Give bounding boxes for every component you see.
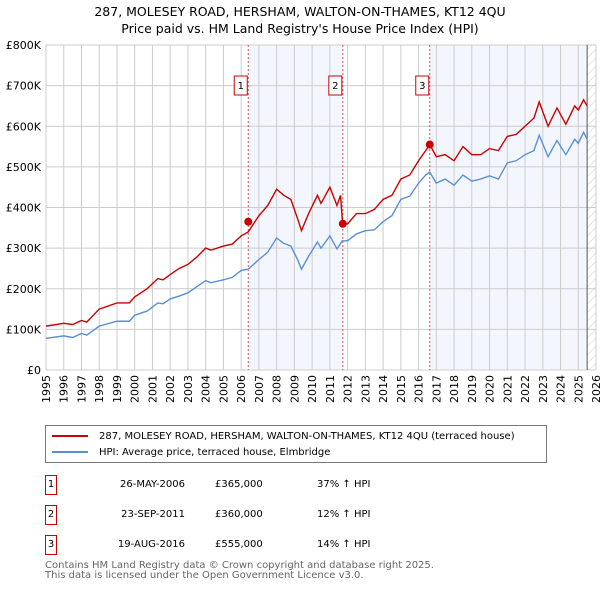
sale-marker-badge: 2	[45, 505, 57, 525]
x-tick-label: 2012	[342, 375, 355, 403]
hpi-diff: 37% ↑ HPI	[317, 479, 371, 490]
hpi-diff: 14% ↑ HPI	[317, 539, 371, 550]
x-tick-label: 2018	[448, 375, 461, 403]
hpi-series-line	[45, 130, 588, 340]
y-tick-label: £0	[27, 364, 41, 377]
chart-title: 287, MOLESEY ROAD, HERSHAM, WALTON-ON-TH…	[0, 3, 600, 37]
x-tick-label: 2022	[519, 375, 532, 403]
price-chart: 1995 1996 1997 1998 1999 2000 2001 2002 2003 2004…	[6, 39, 600, 403]
sale-marker-badge: 1	[45, 475, 57, 495]
legend: 287, MOLESEY ROAD, HERSHAM, WALTON-ON-TH…	[45, 425, 547, 463]
x-tick-label: 2019	[466, 375, 479, 403]
x-tick-label: 2021	[501, 375, 514, 403]
x-tick-label: 2026	[590, 375, 600, 403]
sale-price: £360,000	[215, 509, 263, 520]
y-tick-label: £500K	[6, 161, 42, 174]
sale-point	[425, 140, 434, 149]
sale-label-box	[328, 75, 343, 96]
sale-label: 1	[238, 81, 244, 92]
x-tick-label: 2010	[306, 375, 319, 403]
y-tick-label: £600K	[6, 120, 42, 133]
sale-price: £555,000	[215, 539, 263, 550]
red-line-swatch	[52, 435, 88, 437]
sale-date: 19-AUG-2016	[117, 539, 185, 550]
blue-line-swatch	[52, 451, 88, 453]
x-tick-label: 2008	[271, 375, 284, 403]
hpi-diff: 12% ↑ HPI	[317, 509, 371, 520]
x-tick-label: 2000	[129, 375, 142, 403]
title-line: 287, MOLESEY ROAD, HERSHAM, WALTON-ON-TH…	[94, 4, 506, 19]
y-tick-label: £700K	[6, 80, 42, 93]
footer-line: This data is licensed under the Open Gov…	[45, 570, 364, 581]
x-tick-label: 2024	[555, 375, 568, 403]
y-tick-label: £800K	[6, 39, 42, 52]
sale-label-box	[415, 75, 430, 96]
x-tick-label: 2015	[395, 375, 408, 403]
x-tick-label: 2017	[430, 375, 443, 403]
x-tick-label: 2016	[413, 375, 426, 403]
sale-date: 26-MAY-2006	[119, 479, 185, 490]
sale-point	[244, 217, 253, 226]
table-row: 2 23-SEP-2011 £360,000 12% ↑ HPI	[45, 505, 445, 525]
y-tick-label: £300K	[6, 242, 42, 255]
x-tick-label: 2013	[359, 375, 372, 403]
sale-label-box	[233, 75, 248, 96]
x-tick-label: 2020	[484, 375, 497, 403]
legend-label: HPI: Average price, terraced house, Elmb…	[99, 446, 331, 458]
legend-label: 287, MOLESEY ROAD, HERSHAM, WALTON-ON-TH…	[99, 430, 515, 442]
x-tick-label: 2009	[288, 375, 301, 403]
x-tick-label: 2023	[537, 375, 550, 403]
sale-label: 3	[419, 81, 425, 92]
x-tick-label: 2011	[324, 375, 337, 403]
footer-line: Contains HM Land Registry data © Crown c…	[45, 560, 434, 571]
legend-item-property: 287, MOLESEY ROAD, HERSHAM, WALTON-ON-TH…	[52, 429, 515, 443]
x-tick-label: 2014	[377, 375, 390, 403]
y-tick-label: £100K	[6, 323, 42, 336]
footer: Contains HM Land Registry data © Crown c…	[45, 561, 434, 581]
y-tick-label: £400K	[6, 202, 42, 215]
table-row: 1 26-MAY-2006 £365,000 37% ↑ HPI	[45, 475, 445, 495]
sale-date: 23-SEP-2011	[121, 509, 185, 520]
sale-price: £365,000	[215, 479, 263, 490]
x-tick-label: 2004	[200, 375, 213, 403]
legend-item-hpi: HPI: Average price, terraced house, Elmb…	[52, 445, 330, 459]
x-tick-label: 2006	[235, 375, 248, 403]
x-tick-label: 2025	[572, 375, 585, 403]
x-tick-label: 1997	[75, 375, 88, 403]
y-tick-label: £200K	[6, 283, 42, 296]
property-series-line	[45, 98, 588, 327]
x-tick-label: 1998	[93, 375, 106, 403]
x-tick-label: 1996	[58, 375, 71, 403]
x-tick-label: 2005	[217, 375, 230, 403]
x-tick-label: 1999	[111, 375, 124, 403]
x-tick-label: 1995	[40, 375, 53, 403]
sale-marker-badge: 3	[45, 535, 57, 555]
table-row: 3 19-AUG-2016 £555,000 14% ↑ HPI	[45, 535, 445, 555]
x-tick-label: 2001	[146, 375, 159, 403]
x-tick-label: 2002	[164, 375, 177, 403]
x-tick-label: 2003	[182, 375, 195, 403]
sale-label: 2	[332, 81, 338, 92]
subtitle-line: Price paid vs. HM Land Registry's House …	[121, 21, 479, 36]
x-tick-label: 2007	[253, 375, 266, 403]
sale-point	[338, 219, 347, 228]
